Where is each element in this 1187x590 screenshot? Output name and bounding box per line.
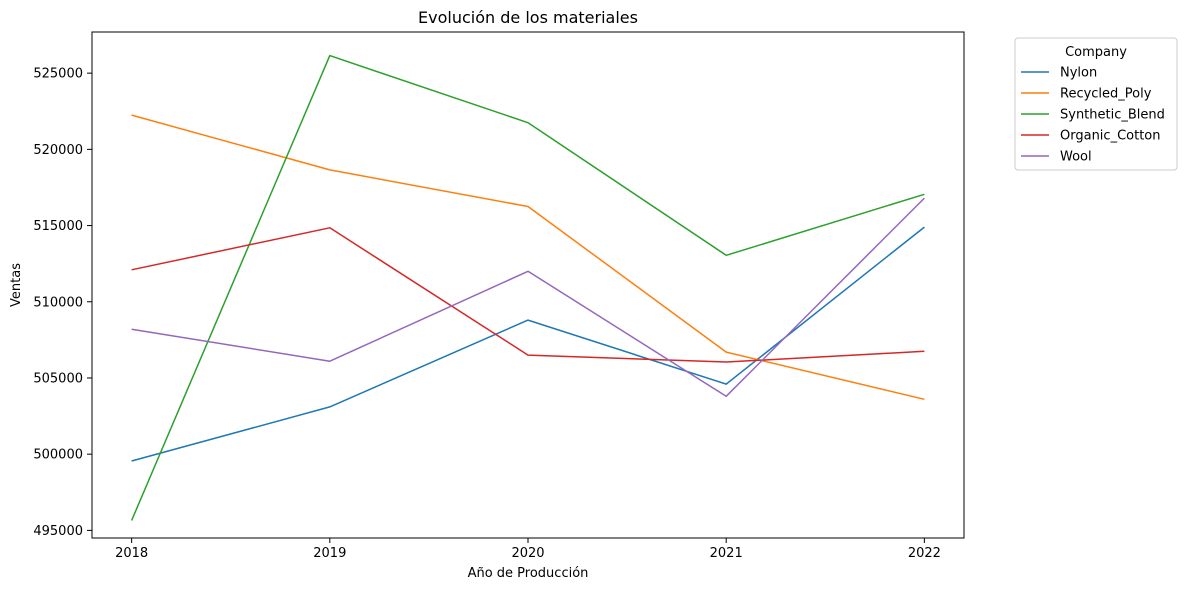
y-tick-label: 495000 xyxy=(33,524,83,539)
x-tick-label: 2021 xyxy=(710,546,743,561)
legend-label-nylon: Nylon xyxy=(1060,66,1097,81)
legend-label-wool: Wool xyxy=(1060,150,1092,165)
legend-label-organic-cotton: Organic_Cotton xyxy=(1060,129,1160,144)
x-tick-label: 2019 xyxy=(313,546,346,561)
plot-frame xyxy=(91,31,965,539)
plot-area xyxy=(130,54,925,521)
legend-frame xyxy=(1014,37,1178,171)
x-tick-label: 2018 xyxy=(115,546,148,561)
series-line-synthetic-blend xyxy=(130,54,925,521)
series-line-recycled-poly xyxy=(131,114,925,401)
y-axis-label: Ventas xyxy=(9,263,24,307)
x-tick-label: 2020 xyxy=(511,546,544,561)
y-tick-label: 520000 xyxy=(33,143,83,158)
legend-label-recycled-poly: Recycled_Poly xyxy=(1060,87,1152,102)
series-line-nylon xyxy=(131,226,925,462)
y-axis: 495000 500000 505000 510000 515000 520000 5250… xyxy=(33,67,92,539)
legend-label-synthetic-blend: Synthetic_Blend xyxy=(1060,108,1165,123)
legend: Company Nylon Recycled_Poly Synthetic_Blen… xyxy=(1014,37,1178,171)
y-tick-label: 515000 xyxy=(33,219,83,234)
x-tick-label: 2022 xyxy=(908,546,941,561)
chart-title: Evolución de los materiales xyxy=(418,8,638,27)
series-line-wool xyxy=(131,197,925,398)
y-tick-label: 525000 xyxy=(33,67,83,82)
y-tick-label: 505000 xyxy=(33,371,83,386)
x-axis-label: Año de Producción xyxy=(468,566,589,581)
y-tick-label: 510000 xyxy=(33,295,83,310)
legend-title: Company xyxy=(1065,45,1127,60)
series-line-organic-cotton xyxy=(131,227,925,363)
x-axis: 2018 2019 2020 2021 2022 xyxy=(115,538,941,561)
y-tick-label: 500000 xyxy=(33,448,83,463)
